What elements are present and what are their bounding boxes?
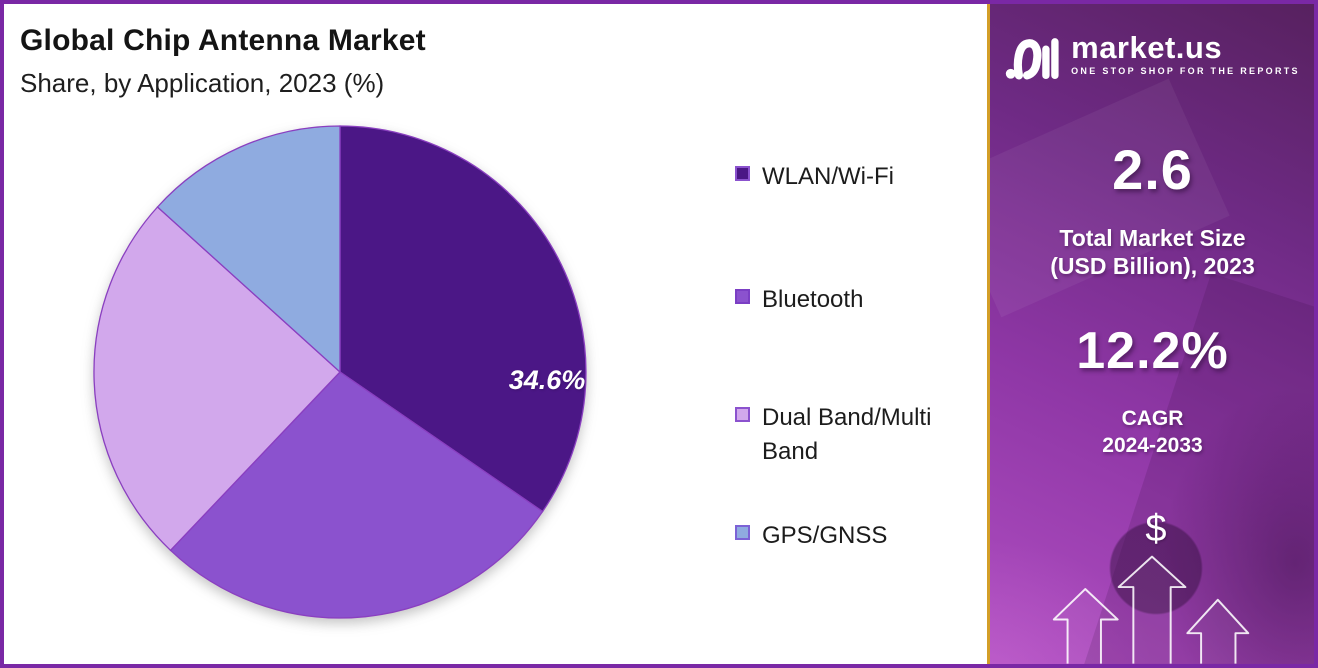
cagr-stat: 12.2% CAGR 2024-2033 (990, 321, 1314, 459)
pie-slice-wlan-wi-fi (339, 125, 587, 513)
market-size-label: Total Market Size (USD Billion), 2023 (990, 224, 1314, 280)
chart-subtitle: Share, by Application, 2023 (%) (20, 68, 385, 98)
legend-item-wlan-wifi: WLAN/Wi-Fi (735, 160, 894, 194)
legend-swatch-wlan-wifi (735, 166, 750, 181)
pie-slice-dual-band-multi-band (93, 206, 341, 552)
legend-swatch-gps-gnss (735, 525, 750, 540)
dollar-icon: $ (1145, 508, 1167, 550)
legend-label: Bluetooth (762, 286, 864, 313)
growth-arrows-icon (1052, 555, 1250, 664)
brand-name: market.us (1071, 30, 1223, 65)
brand-tagline: ONE STOP SHOP FOR THE REPORTS (1071, 66, 1300, 76)
brand-sidebar: market.us ONE STOP SHOP FOR THE REPORTS … (987, 4, 1314, 664)
pie-slice-gps-gnss (156, 125, 341, 374)
cagr-label-line1: CAGR (1121, 407, 1184, 430)
brand-logo: market.us ONE STOP SHOP FOR THE REPORTS (990, 30, 1314, 88)
pie-chart-svg (93, 125, 587, 619)
legend-swatch-bluetooth (735, 289, 750, 304)
market-size-label-line2: (USD Billion), 2023 (1050, 253, 1255, 279)
legend-label: Dual Band/Multi Band (762, 404, 932, 465)
legend-label: WLAN/Wi-Fi (762, 163, 894, 190)
pie-chart: 34.6% (90, 122, 590, 622)
legend-swatch-dual-band (735, 407, 750, 422)
legend-item-bluetooth: Bluetooth (735, 283, 863, 317)
market-size-label-line1: Total Market Size (1059, 225, 1246, 251)
legend-item-dual-band-multi-band: Dual Band/Multi Band (735, 401, 957, 469)
cagr-value: 12.2% (1076, 322, 1229, 380)
chart-title: Global Chip Antenna Market (20, 24, 426, 57)
legend-label: GPS/GNSS (762, 522, 888, 549)
cagr-label: CAGR 2024-2033 (990, 405, 1314, 459)
cagr-label-line2: 2024-2033 (1102, 434, 1203, 457)
pie-slice-data-label: 34.6% (508, 365, 586, 395)
market-us-logo-icon (1005, 35, 1059, 88)
legend: WLAN/Wi-Fi Bluetooth Dual Band/Multi Ban… (735, 4, 980, 604)
market-size-value: 2.6 (1112, 138, 1193, 201)
market-size-stat: 2.6 Total Market Size (USD Billion), 202… (990, 137, 1314, 280)
pie-slice-bluetooth (169, 371, 544, 619)
legend-item-gps-gnss: GPS/GNSS (735, 519, 887, 553)
